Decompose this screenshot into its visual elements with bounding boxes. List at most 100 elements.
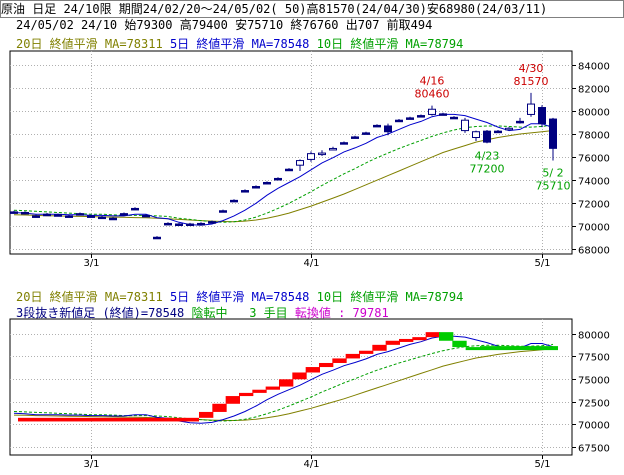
bottom-x-tick-label: 4/1 [303,459,319,470]
candle-body [98,216,106,220]
bottom-x-tick-label: 3/1 [83,459,99,470]
candle-body [274,177,282,181]
candle [263,181,271,185]
candle [76,212,84,216]
candle [318,150,326,156]
candle [208,220,216,224]
candle [362,131,370,135]
candle [549,117,557,161]
candle-body [483,130,491,143]
annotation-date: 5/ 2 [542,166,563,179]
down-brick [439,332,454,341]
candle-body [538,107,546,125]
top-y-tick-label: 76000 [578,154,610,165]
up-brick [359,350,374,354]
candle-body [450,116,458,120]
current-level-line [480,346,558,351]
candle-body [219,210,227,213]
candle-body [406,117,414,120]
candle-body [439,113,447,116]
annotation-value: 77200 [470,162,505,175]
candle-body [175,223,183,227]
top-y-tick-label: 74000 [578,177,610,188]
candle [406,116,414,120]
down-brick [452,340,467,348]
candle [494,130,502,134]
candle [483,130,491,144]
candle-body [32,215,40,218]
candle [252,185,260,189]
annotation-date: 4/30 [519,62,544,75]
candle-body [362,132,370,135]
top-y-tick-label: 68000 [578,246,610,257]
candle-body [417,115,425,118]
annotation-value: 80460 [415,88,450,101]
candle-body [373,124,381,128]
candle-body [21,211,29,215]
up-brick [319,362,334,368]
top-y-tick-label: 70000 [578,223,610,234]
up-brick [252,389,267,393]
candle-body [54,214,62,217]
candle-body [494,130,502,134]
candle [461,117,469,133]
legend-ma20: 20日 終値平滑 MA=78311 [16,37,163,51]
bottom-y-tick-label: 70000 [578,421,610,432]
chart-subheader: 24/05/02 24/10 始79300 高79400 安75710 終767… [16,18,433,32]
top-y-tick-label: 78000 [578,131,610,142]
up-brick [412,337,427,341]
candle-body [87,215,95,218]
candle-body [307,153,315,160]
up-brick [265,386,280,390]
candle [21,211,29,215]
annotation-value: 75710 [536,179,571,192]
top-x-tick-label: 4/1 [303,258,319,269]
bottom-frame [9,318,573,456]
legend-ma20-bottom: 20日 終値平滑 MA=78311 [16,290,163,304]
bottom-y-tick-label: 80000 [578,331,610,342]
ma10-line [13,124,554,223]
candle [351,135,359,139]
candle [54,213,62,217]
new-price-legend: 3段抜き新値足 (終値)=78548 陰転中 3 手目 転換値 : 79781 [16,304,389,321]
up-brick [305,367,320,373]
candle [186,222,194,227]
candle [527,92,535,117]
candle [472,130,480,141]
candle-body [252,186,260,189]
up-brick [239,392,254,397]
candle [219,209,227,213]
candle [395,119,403,123]
top-x-tick-label: 3/1 [83,258,99,269]
candle-body [131,207,139,211]
candle [142,214,150,218]
candle-body [527,103,535,115]
up-brick [279,379,294,387]
chart-header: 原油 日足 24/10限 期間24/02/20～24/05/02( 50)高81… [0,0,624,18]
candle-body [153,236,161,240]
candle [439,112,447,116]
trend-state: 陰転中 [191,306,228,320]
top-y-tick-label: 72000 [578,200,610,211]
candle [164,222,172,226]
candle-body [120,213,128,216]
candle-body [285,168,293,172]
candle [340,141,348,145]
ma5-line [13,113,554,226]
up-brick [425,332,440,338]
up-brick [372,344,387,351]
candle [175,222,183,227]
candle [98,215,106,220]
candle [10,210,18,214]
candle-body [109,217,117,221]
candle-body [263,181,271,185]
candle [450,116,458,120]
candle [373,124,381,128]
annotation-value: 81570 [514,75,549,88]
up-brick [385,340,400,345]
top-y-tick-label: 80000 [578,108,610,119]
candle-body [186,223,194,227]
candle-body [505,127,513,131]
candle-body [296,160,304,166]
annotation-date: 4/16 [420,75,445,88]
